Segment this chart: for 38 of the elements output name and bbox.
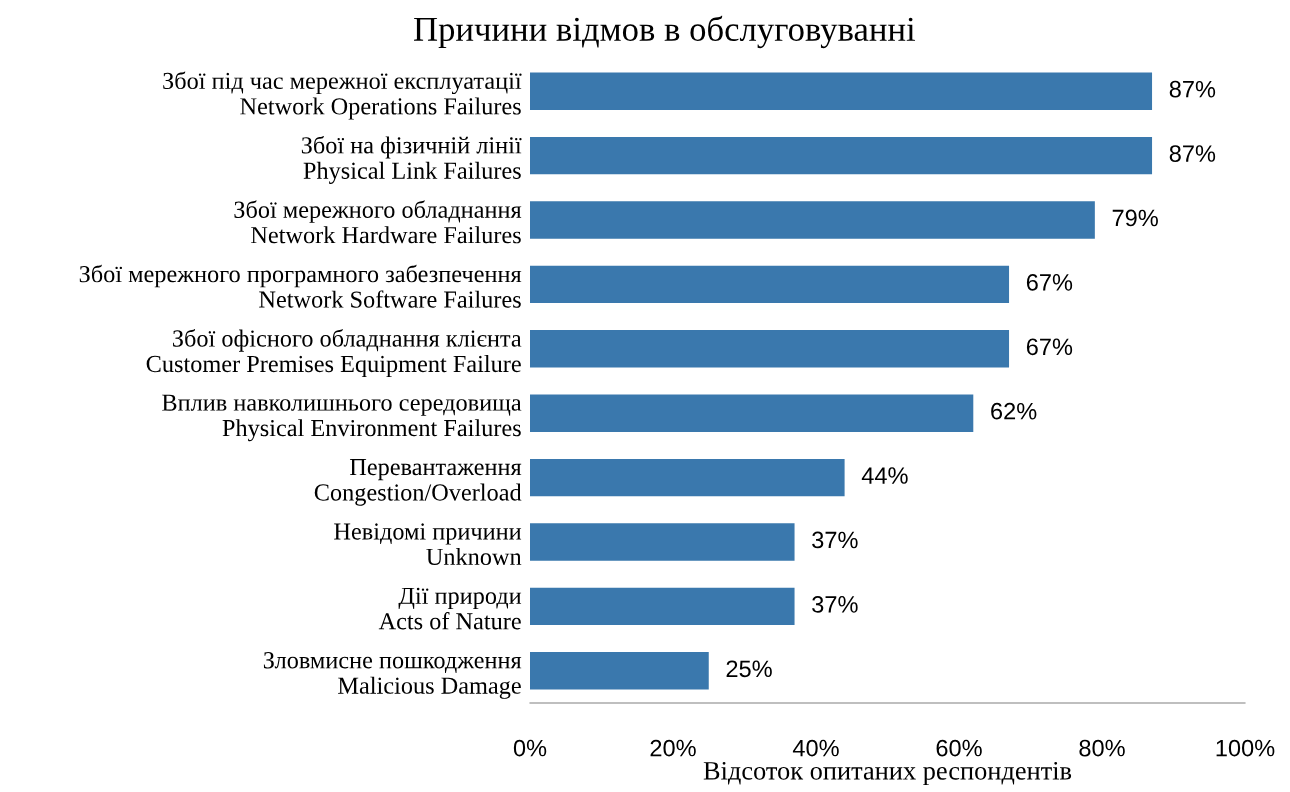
x-tick-label: 80% [1079, 739, 1125, 757]
data-label: 62% [991, 402, 1037, 420]
chart-title: Причини відмов в обслуговуванні [414, 15, 916, 49]
bar [530, 136, 1153, 175]
y-tick-label: Перевантаження Congestion/Overload [314, 459, 522, 506]
y-tick-label: Збої під час мережної експлуатації Network Operations Failures [163, 71, 522, 120]
y-tick-label: Збої офісного обладнання клієнта Customer Premises Equipment Failure [146, 329, 522, 378]
data-label: 44% [861, 467, 908, 484]
bar [530, 265, 1010, 304]
y-tick-label: Збої мережного програмного забезпечення Network Software Failures [79, 264, 522, 308]
bar [530, 72, 1153, 110]
x-tick-label: 60% [936, 739, 982, 757]
data-label: 37% [812, 596, 858, 613]
bar [530, 523, 795, 561]
x-tick-label: 40% [792, 739, 839, 757]
y-tick-label: Збої мережного обладнання Network Hardware Failures [234, 200, 522, 244]
data-label: 25% [726, 660, 772, 678]
x-tick-label: 20% [650, 739, 696, 757]
data-label: 67% [1026, 338, 1073, 356]
bar [530, 394, 974, 432]
data-label: 87% [1169, 80, 1216, 98]
x-tick-label: 0% [513, 739, 547, 757]
y-tick-label: Дії природи Acts of Nature [378, 587, 522, 630]
x-tick-label: 100% [1216, 739, 1275, 757]
data-label: 87% [1169, 145, 1216, 162]
data-label: 67% [1026, 274, 1073, 291]
data-label: 37% [812, 531, 858, 549]
x-axis-title: Відсоток опитаних респондентів [703, 761, 1072, 786]
bar [530, 330, 1010, 368]
bar [530, 458, 845, 497]
y-tick-label: Збої на фізичній лінії Physical Link Failures [301, 135, 522, 184]
y-tick-label: Невідомі причини Unknown [334, 523, 522, 566]
bar [530, 201, 1095, 239]
bar [530, 652, 709, 690]
y-tick-label: Зловмисне пошкодження Malicious Damage [263, 652, 522, 699]
data-label: 79% [1112, 209, 1158, 227]
bar [530, 587, 795, 626]
y-tick-label: Вплив навколишнього середовища Physical Environment Failures [162, 394, 522, 442]
